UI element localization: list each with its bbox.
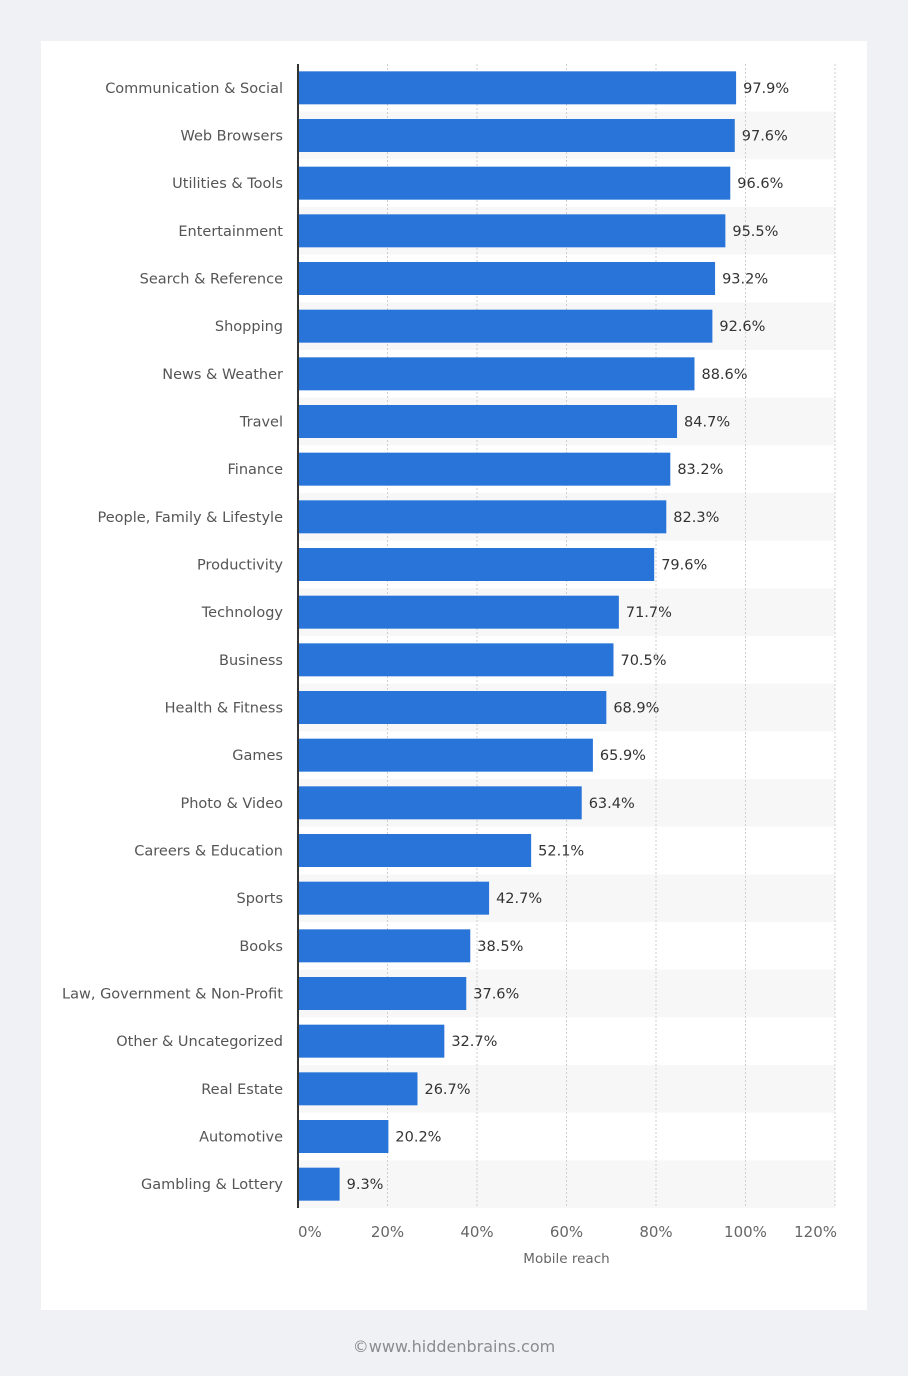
x-tick-labels: 0% 20% 40% 60% 80% 100% 120% — [298, 1223, 837, 1241]
category-label: Real Estate — [201, 1082, 283, 1098]
bar — [299, 548, 655, 581]
bar — [299, 977, 467, 1010]
category-label: Books — [239, 939, 283, 955]
bars — [299, 71, 737, 1201]
x-tick-label: 120% — [794, 1223, 837, 1241]
category-labels: Communication & Social Web Browsers Utilit… — [62, 81, 283, 1193]
bar — [299, 738, 593, 772]
bar — [299, 881, 490, 915]
source-credit: ©www.hiddenbrains.com — [352, 1337, 556, 1356]
value-label: 97.9% — [743, 81, 789, 97]
bar — [299, 262, 716, 295]
value-label: 95.5% — [732, 224, 778, 240]
category-label: Finance — [228, 462, 284, 478]
category-label: Photo & Video — [180, 796, 283, 812]
gridlines — [387, 64, 836, 1208]
category-label: News & Weather — [162, 367, 283, 383]
bar — [299, 1167, 340, 1201]
x-tick-label: 100% — [724, 1223, 767, 1241]
bar — [299, 1072, 418, 1106]
category-label: Web Browsers — [180, 129, 283, 145]
value-label: 84.7% — [684, 415, 730, 431]
bar — [299, 357, 695, 391]
category-label: Games — [232, 748, 283, 764]
category-label: Other & Uncategorized — [116, 1034, 283, 1050]
value-label: 97.6% — [742, 129, 788, 145]
bar-chart: Communication & Social Web Browsers Utilit… — [62, 64, 837, 1267]
bar — [299, 119, 735, 152]
value-label: 38.5% — [477, 939, 523, 955]
bar — [299, 405, 678, 438]
category-label: People, Family & Lifestyle — [98, 510, 284, 526]
category-label: Careers & Education — [134, 844, 283, 860]
bar — [299, 1024, 445, 1058]
value-label: 20.2% — [395, 1130, 441, 1146]
bar — [299, 929, 471, 963]
x-axis-title: Mobile reach — [523, 1251, 609, 1267]
category-label: Search & Reference — [140, 272, 283, 288]
bar — [299, 309, 713, 343]
bar — [299, 214, 726, 248]
x-tick-label: 0% — [298, 1223, 322, 1241]
bar — [299, 1120, 389, 1153]
bar — [299, 786, 582, 820]
category-label: Productivity — [197, 558, 283, 574]
bar — [299, 643, 614, 677]
bar — [299, 691, 607, 724]
value-label: 37.6% — [473, 987, 519, 1003]
value-label: 83.2% — [677, 462, 723, 478]
value-label: 42.7% — [496, 891, 542, 907]
value-label: 82.3% — [673, 510, 719, 526]
x-tick-label: 40% — [460, 1223, 493, 1241]
bar — [299, 452, 671, 486]
value-label: 93.2% — [722, 272, 768, 288]
value-label: 32.7% — [451, 1034, 497, 1050]
value-label: 65.9% — [600, 748, 646, 764]
category-label: Gambling & Lottery — [141, 1177, 283, 1193]
category-label: Automotive — [199, 1130, 283, 1146]
value-label: 9.3% — [347, 1177, 384, 1193]
category-label: Health & Fitness — [165, 701, 283, 717]
category-label: Sports — [237, 891, 283, 907]
category-label: Shopping — [215, 319, 283, 335]
category-label: Communication & Social — [105, 81, 283, 97]
bar — [299, 166, 731, 200]
category-label: Law, Government & Non-Profit — [62, 987, 283, 1003]
x-tick-label: 60% — [550, 1223, 583, 1241]
value-label: 63.4% — [589, 796, 635, 812]
chart-card: Communication & Social Web Browsers Utilit… — [41, 41, 867, 1310]
x-tick-label: 20% — [371, 1223, 404, 1241]
value-label: 92.6% — [719, 319, 765, 335]
value-label: 71.7% — [626, 605, 672, 621]
bar — [299, 834, 532, 867]
value-label: 26.7% — [424, 1082, 470, 1098]
x-tick-label: 80% — [639, 1223, 672, 1241]
value-label: 68.9% — [613, 701, 659, 717]
value-label: 52.1% — [538, 844, 584, 860]
value-labels: 97.9% 97.6% 96.6% 95.5% 93.2% 92.6% 88.6% 84.7%… — [347, 81, 790, 1193]
bar — [299, 595, 619, 629]
value-label: 88.6% — [701, 367, 747, 383]
value-label: 96.6% — [737, 176, 783, 192]
category-label: Technology — [201, 605, 284, 621]
value-label: 70.5% — [620, 653, 666, 669]
bar — [299, 71, 737, 105]
value-label: 79.6% — [661, 558, 707, 574]
category-label: Travel — [239, 415, 283, 431]
bar — [299, 500, 667, 534]
category-label: Business — [219, 653, 283, 669]
category-label: Utilities & Tools — [172, 176, 283, 192]
category-label: Entertainment — [178, 224, 283, 240]
